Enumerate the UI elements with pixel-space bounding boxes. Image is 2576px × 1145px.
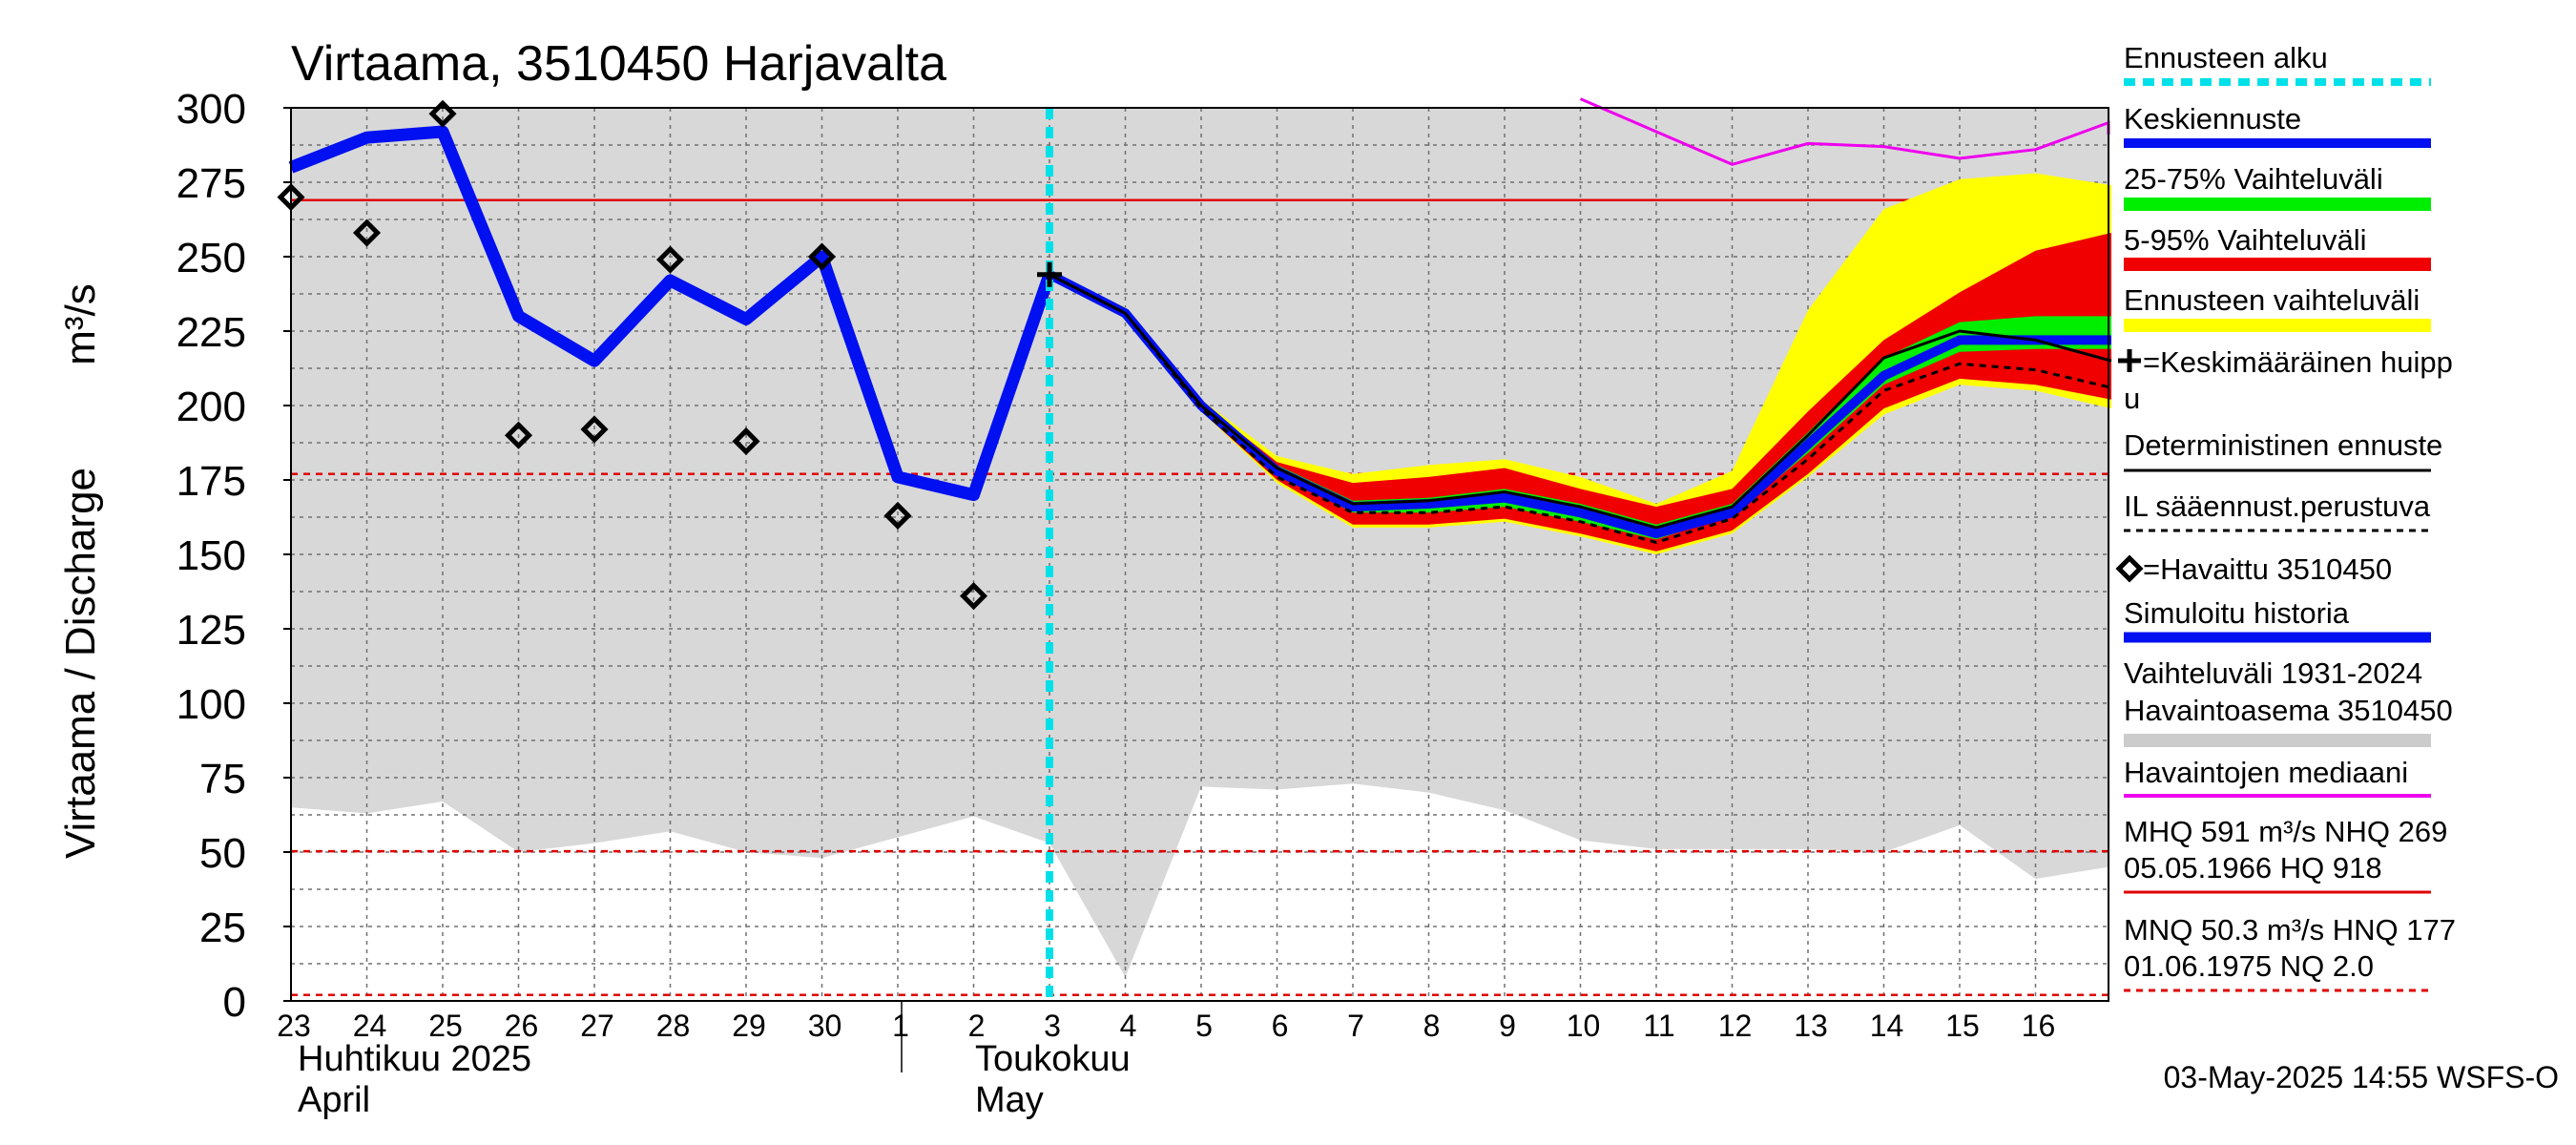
x-tick-label: 29 — [732, 1009, 766, 1043]
x-tick-label: 16 — [2022, 1009, 2056, 1043]
legend-text: =Keskimääräinen huipp — [2143, 345, 2453, 379]
legend-text: Ennusteen vaihteluväli — [2124, 283, 2420, 317]
x-tick-label: 3 — [1044, 1009, 1061, 1043]
y-tick-label: 200 — [177, 384, 246, 430]
average-peak-marker — [1037, 261, 1062, 287]
y-tick-label: 0 — [223, 979, 246, 1026]
observed-point — [504, 421, 533, 449]
median-line — [1579, 97, 2110, 166]
x-tick-label: 12 — [1718, 1009, 1753, 1043]
observed-point — [352, 219, 382, 247]
x-tick-label: 4 — [1120, 1009, 1137, 1043]
y-tick-label: 275 — [177, 160, 246, 207]
x-tick-label: 27 — [580, 1009, 614, 1043]
x-tick-label: 13 — [1794, 1009, 1828, 1043]
observed-point — [580, 415, 609, 444]
y-tick-label: 125 — [177, 607, 246, 654]
legend-text: Vaihteluväli 1931-2024 — [2124, 656, 2422, 690]
legend-text: 25-75% Vaihteluväli — [2124, 162, 2383, 196]
legend-text: Havaintoasema 3510450 — [2124, 694, 2453, 727]
x-tick-label: 24 — [353, 1009, 387, 1043]
x-tick-label: 6 — [1272, 1009, 1289, 1043]
legend-observed-marker — [2115, 554, 2144, 583]
x-tick-labels: 23 24 25 26 27 28 29 30 1 2 3 4 5 6 7 8 9 10 11 12 13 14 15 16H… — [277, 1009, 2055, 1120]
legend-text: =Havaittu 3510450 — [2143, 552, 2392, 586]
legend-text: Deterministinen ennuste — [2124, 428, 2442, 462]
legend-text: IL sääennust.perustuva — [2124, 489, 2431, 523]
y-tick-label: 25 — [199, 905, 246, 951]
y-tick-label: 100 — [177, 681, 246, 728]
x-tick-label: 14 — [1870, 1009, 1904, 1043]
observed-point — [428, 99, 457, 128]
y-axis-label: Virtaama / Discharge — [57, 468, 104, 859]
series-lines — [288, 97, 2112, 1001]
y-tick-label: 225 — [177, 309, 246, 356]
y-axis-unit: m³/s — [57, 283, 104, 365]
y-tick-label: 50 — [199, 830, 246, 877]
y-tick-labels: 0 25 50 75 100 125 150 175 200 225 250 275 300 — [177, 86, 291, 1026]
x-tick-label: 1 — [892, 1009, 909, 1043]
month-label: Toukokuu — [975, 1039, 1131, 1079]
x-tick-label: 30 — [808, 1009, 842, 1043]
x-tick-label: 28 — [656, 1009, 691, 1043]
legend-peak-marker — [2118, 349, 2141, 372]
y-tick-label: 300 — [177, 86, 246, 133]
y-tick-label: 175 — [177, 458, 246, 505]
legend-text: 01.06.1975 NQ 2.0 — [2124, 949, 2374, 983]
forecast-bands — [1049, 173, 2111, 554]
x-tick-label: 11 — [1643, 1009, 1674, 1043]
y-tick-label: 150 — [177, 532, 246, 579]
legend-text: 5-95% Vaihteluväli — [2124, 223, 2366, 257]
observed-point — [883, 501, 912, 530]
observed-point — [655, 245, 685, 274]
legend-text: MHQ 591 m³/s NHQ 269 — [2124, 815, 2447, 848]
x-tick-label: 25 — [428, 1009, 463, 1043]
timestamp: 03-May-2025 14:55 WSFS-O — [2164, 1060, 2559, 1094]
legend-text: Keskiennuste — [2124, 102, 2301, 135]
observed-point — [959, 582, 988, 611]
month-label-english: May — [975, 1080, 1044, 1120]
x-tick-label: 8 — [1423, 1009, 1441, 1043]
legend-text: Simuloitu historia — [2124, 596, 2350, 630]
observed-point — [732, 427, 760, 455]
x-tick-label: 9 — [1499, 1009, 1516, 1043]
month-label-english: April — [298, 1080, 370, 1120]
simulated-history-line — [288, 125, 1056, 502]
legend-text: Havaintojen mediaani — [2124, 756, 2408, 789]
il-weather-line — [1049, 273, 2112, 545]
full-range-band — [1049, 173, 2111, 554]
chart-title: Virtaama, 3510450 Harjavalta — [291, 36, 946, 92]
x-tick-label: 26 — [505, 1009, 539, 1043]
p5-p95-band — [1049, 233, 2111, 552]
legend-text: Ennusteen alku — [2124, 41, 2328, 74]
month-label: Huhtikuu 2025 — [298, 1039, 531, 1079]
x-tick-label: 2 — [968, 1009, 986, 1043]
y-tick-label: 250 — [177, 235, 246, 281]
deterministic-line — [1049, 273, 2112, 530]
x-tick-label: 10 — [1567, 1009, 1601, 1043]
x-tick-label: 5 — [1195, 1009, 1213, 1043]
observed-point — [807, 242, 837, 271]
legend-text: 05.05.1966 HQ 918 — [2124, 851, 2382, 885]
x-tick-label: 7 — [1347, 1009, 1364, 1043]
legend-text: u — [2124, 382, 2140, 415]
x-tick-label: 23 — [277, 1009, 311, 1043]
legend-text: MNQ 50.3 m³/s HNQ 177 — [2124, 913, 2456, 947]
observed-points — [277, 99, 1062, 611]
y-tick-label: 75 — [199, 756, 246, 802]
legend: Ennusteen alku Keskiennuste 25-75% Vaihtel… — [2115, 41, 2456, 992]
x-tick-label: 15 — [1945, 1009, 1980, 1043]
